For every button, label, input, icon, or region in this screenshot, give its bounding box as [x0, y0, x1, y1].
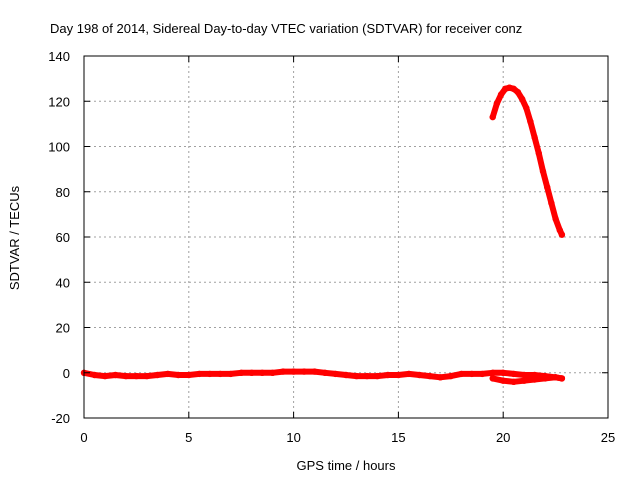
data-point [489, 369, 496, 376]
data-point [101, 372, 109, 380]
data-point [279, 368, 287, 375]
data-point [521, 371, 528, 379]
data-point [500, 369, 507, 376]
data-point [514, 89, 522, 96]
data-point [489, 113, 496, 121]
y-tick-label: 120 [48, 94, 70, 109]
y-tick-label: 0 [63, 366, 70, 381]
data-point [531, 134, 538, 141]
data-point [384, 371, 392, 379]
data-point [426, 372, 433, 380]
x-axis-label: GPS time / hours [297, 458, 396, 473]
data-point [321, 369, 329, 376]
data-point [342, 371, 350, 379]
data-point [510, 378, 517, 385]
data-point [539, 168, 547, 175]
data-point [558, 231, 566, 238]
data-point [269, 369, 276, 376]
data-point [206, 370, 213, 378]
data-point [185, 371, 192, 379]
data-point [133, 372, 140, 380]
data-point [437, 374, 444, 381]
data-point [395, 371, 402, 379]
data-point [112, 371, 119, 379]
data-point [227, 370, 234, 378]
data-point [531, 376, 538, 383]
data-point [353, 372, 360, 380]
data-point [143, 372, 151, 380]
data-point [405, 370, 413, 378]
data-point [521, 377, 528, 384]
data-point [363, 372, 371, 380]
x-tick-label: 15 [391, 430, 405, 445]
data-point [497, 91, 505, 98]
data-point [290, 368, 297, 375]
data-point [311, 368, 318, 375]
y-tick-label: 60 [56, 230, 70, 245]
axis-ticks: 0 5 10 15 20 25 -20 0 20 40 60 80 100 120 140 [48, 49, 615, 445]
data-point [374, 372, 381, 380]
data-series [80, 84, 566, 385]
data-point [552, 374, 559, 381]
x-tick-label: 10 [286, 430, 300, 445]
y-tick-label: 40 [56, 275, 70, 290]
data-point [164, 370, 171, 378]
data-point [552, 215, 559, 223]
data-point [541, 375, 549, 382]
data-point [500, 377, 507, 384]
data-point [544, 184, 551, 191]
data-point [238, 369, 245, 376]
y-tick-label: 80 [56, 185, 70, 200]
x-tick-label: 25 [601, 430, 615, 445]
data-point [217, 370, 224, 378]
data-point [175, 371, 182, 379]
data-point [510, 370, 517, 378]
y-tick-label: 100 [48, 140, 70, 155]
data-point [154, 371, 161, 379]
data-point [248, 369, 255, 376]
chart-title: Day 198 of 2014, Sidereal Day-to-day VTE… [50, 21, 522, 36]
y-axis-label: SDTVAR / TECUs [7, 185, 22, 290]
data-point [259, 369, 266, 376]
data-point [558, 375, 566, 382]
x-tick-label: 0 [80, 430, 87, 445]
y-tick-label: -20 [51, 411, 70, 426]
data-point [416, 371, 423, 379]
data-point [527, 118, 534, 125]
y-tick-label: 140 [48, 49, 70, 64]
data-point [332, 370, 339, 378]
data-point [91, 371, 98, 379]
data-point [447, 372, 454, 380]
data-point [493, 100, 501, 107]
x-tick-label: 20 [496, 430, 510, 445]
data-point [548, 199, 555, 207]
data-point [300, 368, 308, 375]
data-point [489, 375, 496, 382]
data-point [122, 372, 130, 380]
data-point [468, 370, 475, 378]
x-tick-label: 5 [185, 430, 192, 445]
data-point [479, 370, 486, 378]
data-point [458, 370, 465, 378]
data-point [196, 370, 203, 378]
data-point [523, 104, 530, 112]
data-point [518, 95, 526, 103]
y-tick-label: 20 [56, 321, 70, 336]
data-point [535, 150, 542, 157]
